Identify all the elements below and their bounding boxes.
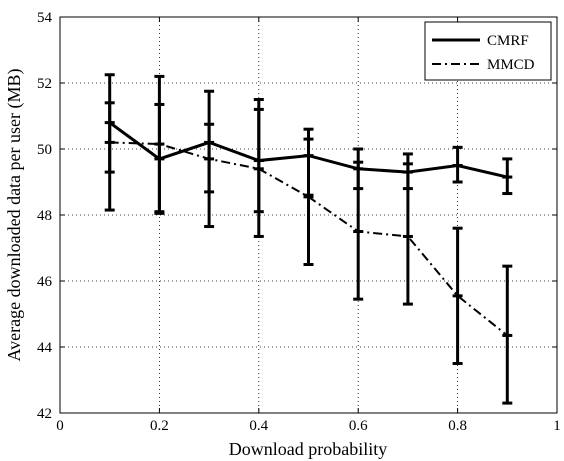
x-tick-label: 0.2 [150, 418, 169, 434]
x-tick-label: 0.6 [349, 418, 368, 434]
x-tick-label: 1 [553, 418, 561, 434]
ticks: 0 0.2 0.4 0.6 0.8 1 42 44 46 48 50 52 54 [37, 10, 561, 434]
legend-box [424, 21, 552, 81]
y-tick-label: 46 [37, 274, 53, 290]
y-tick-label: 54 [37, 10, 53, 26]
y-tick-label: 42 [37, 406, 52, 422]
legend-label-cmrf: CMRF [487, 33, 529, 49]
y-tick-label: 48 [37, 208, 52, 224]
x-axis-label: Download probability [229, 439, 387, 459]
y-tick-label: 44 [37, 340, 53, 356]
x-tick-label: 0.4 [249, 418, 268, 434]
x-tick-label: 0.8 [448, 418, 467, 434]
legend: CMRF MMCD [424, 21, 552, 81]
y-axis-label: Average downloaded data per user (MB) [4, 68, 25, 361]
series-line-mmcd [109, 141, 508, 337]
y-tick-label: 52 [37, 76, 52, 92]
x-tick-label: 0 [56, 418, 64, 434]
series-layer [104, 73, 513, 405]
legend-label-mmcd: MMCD [487, 57, 535, 73]
y-tick-label: 50 [37, 142, 52, 158]
